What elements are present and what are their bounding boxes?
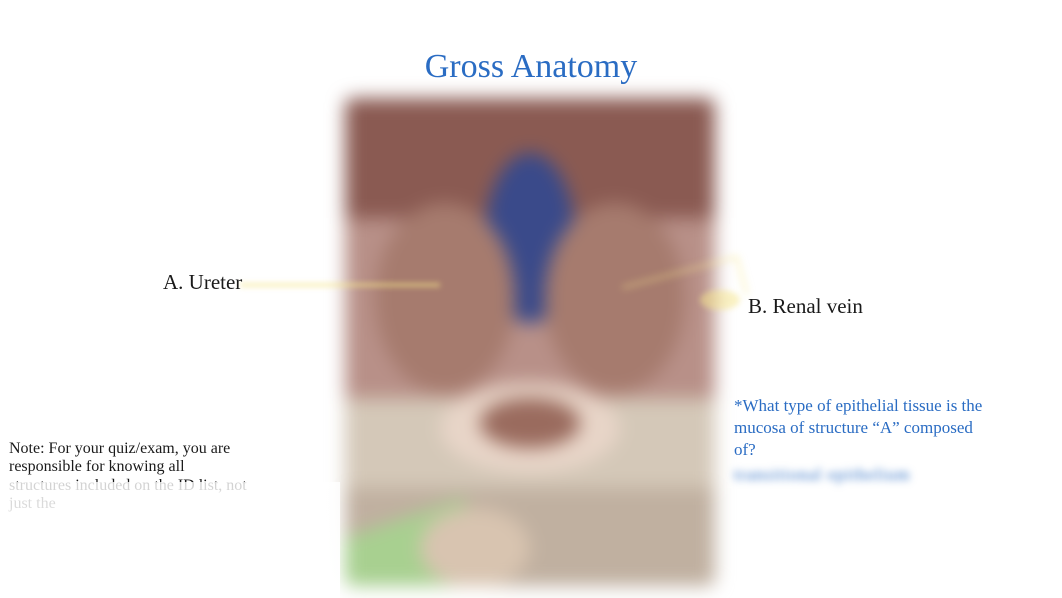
label-a-ureter: A. Ureter [163,270,242,295]
question-text: *What type of epithelial tissue is the m… [734,396,982,459]
leader-line-a [240,283,440,287]
question-answer-blurred: transitional epithelium [734,464,994,486]
label-b-renal-vein: B. Renal vein [748,294,863,319]
page-title: Gross Anatomy [0,48,1062,86]
epithelial-question: *What type of epithelial tissue is the m… [734,395,994,486]
leader-marker-b [700,290,740,310]
note-fade-overlay [0,482,340,598]
anatomy-image [345,98,715,586]
